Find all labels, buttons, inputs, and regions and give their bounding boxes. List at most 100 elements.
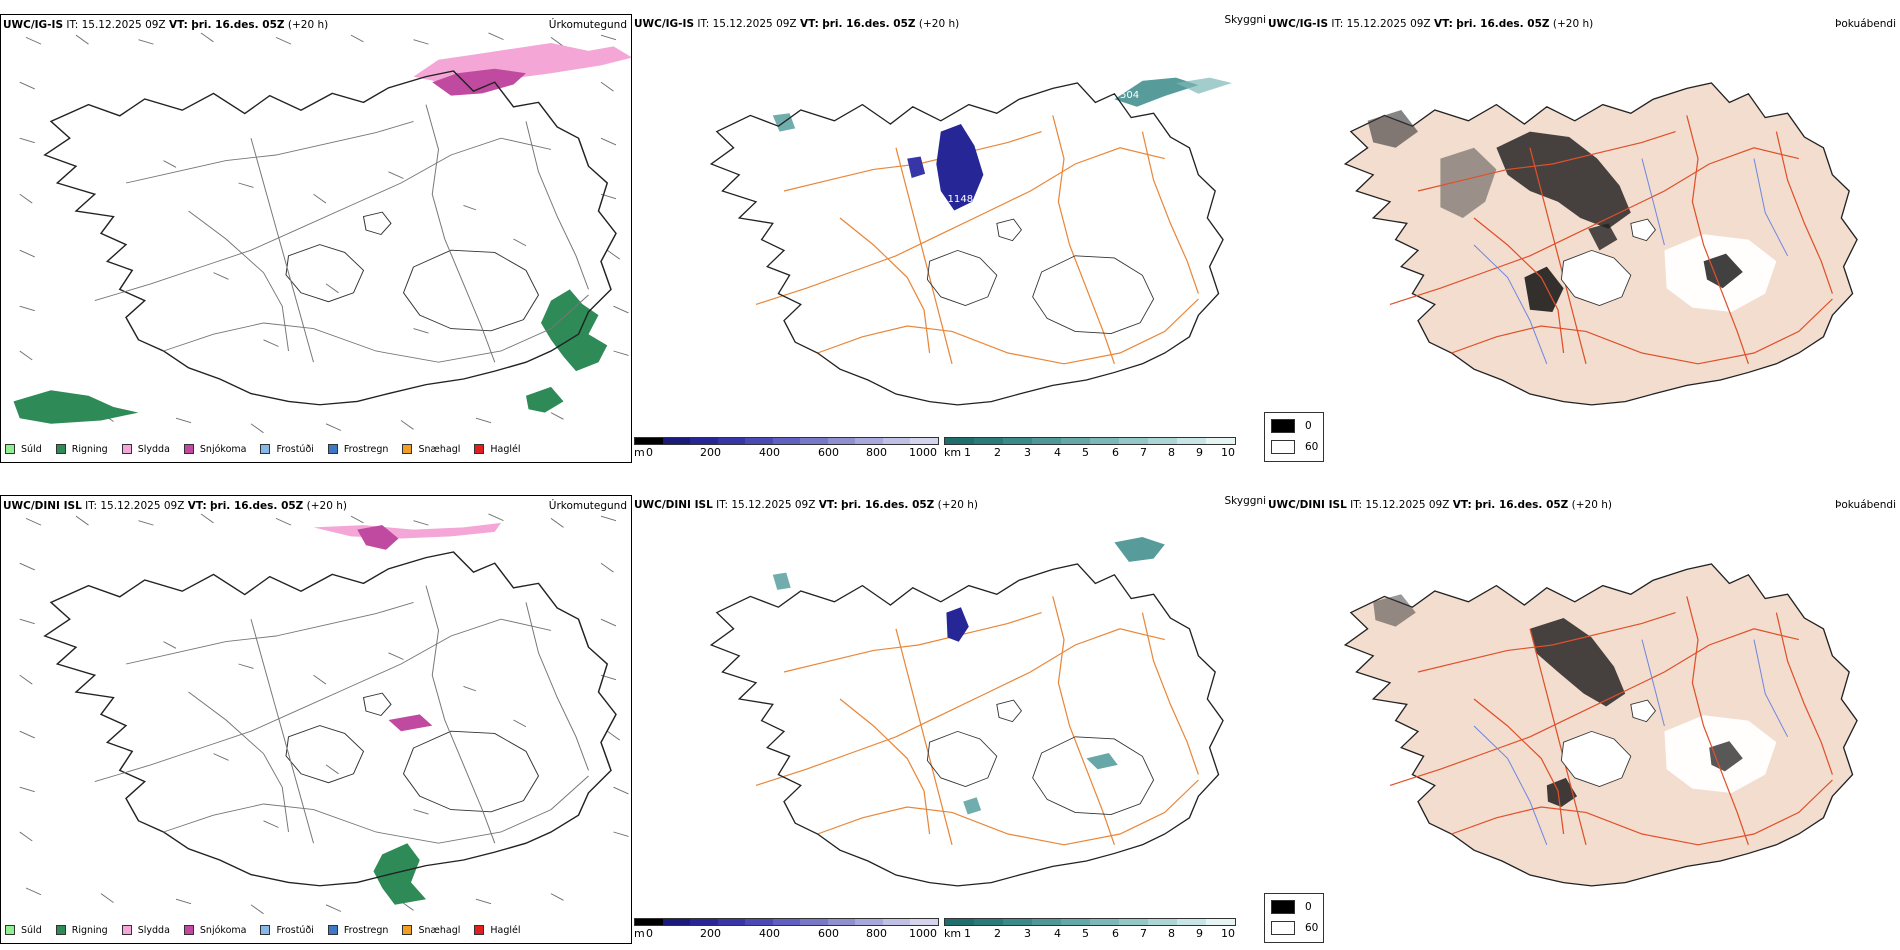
panel-header: UWC/IG-IS IT: 15.12.2025 09Z VT: þri. 16… [3, 19, 329, 31]
legend-swatch [183, 925, 194, 935]
legend-item: Snæhagl [402, 925, 460, 936]
visibility-areas [772, 537, 1165, 815]
wind-barbs [19, 513, 629, 915]
visibility-colorbar: km 1 2 3 4 5 6 7 8 9 10 [944, 918, 1236, 942]
precip-areas [313, 522, 501, 905]
legend-item: Snjókoma [183, 444, 246, 455]
cloud-legend-swatch [1271, 419, 1295, 433]
visibility-areas [772, 77, 1232, 132]
ceiling-tick: 400 [759, 446, 780, 459]
ceiling-areas [907, 124, 984, 211]
legend-swatch [260, 444, 271, 454]
cloud-panel-row1: UWC/IG-IS IT: 15.12.2025 09Z VT: þri. 16… [1266, 14, 1900, 463]
legend-item: Snjókoma [183, 925, 246, 936]
ceiling-unit: m [634, 446, 645, 459]
visibility-tick: 4 [1054, 446, 1061, 459]
visibility-tick: 6 [1112, 446, 1119, 459]
panel-header: UWC/IG-IS IT: 15.12.2025 09Z VT: þri. 16… [1268, 18, 1594, 30]
visibility-tick: 8 [1168, 927, 1175, 940]
legend-item: Slydda [121, 444, 170, 455]
precip-type-map-row2 [19, 513, 629, 915]
ceiling-areas [946, 607, 969, 642]
legend-swatch [55, 925, 66, 935]
cloud-areas [1367, 110, 1777, 312]
panel-title: Skyggni [1224, 14, 1267, 26]
precip-type-panel-row2: UWC/DINI ISL IT: 15.12.2025 09Z VT: þri.… [0, 495, 632, 944]
cloud-legend-item: 60 [1271, 440, 1318, 454]
legend-swatch [260, 925, 271, 935]
legend-swatch [327, 925, 338, 935]
cloud-legend-item: 0 [1271, 419, 1312, 433]
ceiling-tick: 200 [700, 446, 721, 459]
cloud-legend-item: 60 [1271, 921, 1318, 935]
ceiling-label: 504 [1120, 90, 1139, 101]
ceiling-colorbar-strip [634, 918, 939, 926]
legend-item: Frostúði [260, 444, 314, 455]
legend-item: Slydda [121, 925, 170, 936]
visibility-colorbar: km 1 2 3 4 5 6 7 8 9 10 [944, 437, 1236, 461]
visibility-tick: 5 [1082, 927, 1089, 940]
panel-header: UWC/IG-IS IT: 15.12.2025 09Z VT: þri. 16… [634, 18, 960, 30]
legend-item: Snæhagl [402, 444, 460, 455]
ceiling-tick: 1000 [909, 446, 937, 459]
legend-item: Rigning [55, 925, 108, 936]
visibility-tick: 5 [1082, 446, 1089, 459]
ceiling-map-row2 [710, 537, 1224, 887]
ceiling-tick: 400 [759, 927, 780, 940]
visibility-colorbar-strip [944, 918, 1236, 926]
legend-swatch [5, 444, 15, 454]
ceiling-tick: 1000 [909, 927, 937, 940]
precip-areas [13, 43, 631, 424]
visibility-tick: 3 [1024, 446, 1031, 459]
legend-swatch [183, 444, 194, 454]
visibility-tick: 7 [1140, 446, 1147, 459]
cloud-legend-swatch [1271, 921, 1295, 935]
ceiling-tick: 200 [700, 927, 721, 940]
cloud-legend-item: 0 [1271, 900, 1312, 914]
panel-title: Þokuábendi [1835, 18, 1896, 30]
legend-swatch [474, 444, 485, 454]
visibility-unit: km [944, 446, 962, 459]
ceiling-tick: 600 [818, 927, 839, 940]
ceiling-tick: 0 [646, 927, 653, 940]
visibility-tick: 9 [1196, 446, 1203, 459]
panel-title: Úrkomutegund [548, 19, 627, 31]
precip-type-map-row1 [13, 32, 631, 434]
visibility-tick: 3 [1024, 927, 1031, 940]
panel-header: UWC/DINI ISL IT: 15.12.2025 09Z VT: þri.… [3, 500, 347, 512]
cloud-legend-swatch [1271, 900, 1295, 914]
visibility-tick: 10 [1221, 446, 1235, 459]
legend-swatch [402, 925, 413, 935]
legend-item: Frostregn [327, 925, 388, 936]
visibility-tick: 10 [1221, 927, 1235, 940]
legend-item: Haglél [474, 444, 521, 455]
legend-swatch [474, 925, 485, 935]
ceiling-colorbar: m 0 200 400 600 800 1000 [634, 437, 939, 461]
visibility-tick: 2 [994, 927, 1001, 940]
legend-swatch [327, 444, 338, 454]
ceiling-tick: 0 [646, 446, 653, 459]
rivers [1473, 158, 1789, 364]
cloud-map-row2 [1344, 563, 1858, 887]
legend-item: Súld [5, 444, 42, 455]
visibility-tick: 1 [964, 446, 971, 459]
ceiling-panel-row1: 504 1148 UWC/IG-IS IT: 15.12.2025 09Z VT… [632, 14, 1266, 463]
legend-swatch [121, 444, 132, 454]
ceiling-map-row1: 504 1148 [710, 77, 1232, 406]
cloud-legend-row1: 0 60 [1264, 412, 1324, 462]
precip-legend: Súld Rigning Slydda Snjókoma Frostúði Fr… [5, 440, 535, 458]
legend-item: Frostregn [327, 444, 388, 455]
legend-item: Frostúði [260, 925, 314, 936]
cloud-legend-swatch [1271, 440, 1295, 454]
ceiling-tick: 600 [818, 446, 839, 459]
visibility-unit: km [944, 927, 962, 940]
ceiling-label: 1148 [948, 194, 974, 205]
panel-title: Þokuábendi [1835, 499, 1896, 511]
legend-item: Súld [5, 925, 42, 936]
ceiling-colorbar-strip [634, 437, 939, 445]
precip-legend: Súld Rigning Slydda Snjókoma Frostúði Fr… [5, 921, 535, 939]
cloud-areas [1373, 594, 1777, 807]
legend-swatch [402, 444, 413, 454]
visibility-tick: 2 [994, 446, 1001, 459]
legend-swatch [55, 444, 66, 454]
